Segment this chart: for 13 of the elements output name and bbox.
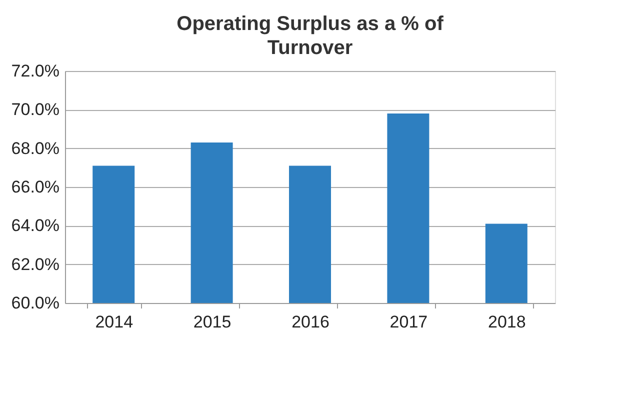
chart-title: Operating Surplus as a % of Turnover (176, 13, 444, 59)
x-tick-label: 2014 (95, 312, 134, 332)
x-tick-label: 2016 (292, 312, 330, 332)
x-tick-label: 2017 (390, 312, 428, 332)
y-tick-label: 60.0% (11, 294, 60, 312)
y-tick-label: 62.0% (11, 254, 60, 274)
y-tick-label: 64.0% (11, 216, 60, 236)
y-tick-label: 72.0% (11, 62, 60, 80)
y-tick-label: 66.0% (11, 178, 60, 196)
x-tick-label: 2015 (193, 312, 232, 332)
y-tick-label: 70.0% (11, 100, 60, 120)
y-tick-label: 68.0% (11, 138, 60, 158)
x-tick-label: 2018 (488, 312, 526, 332)
